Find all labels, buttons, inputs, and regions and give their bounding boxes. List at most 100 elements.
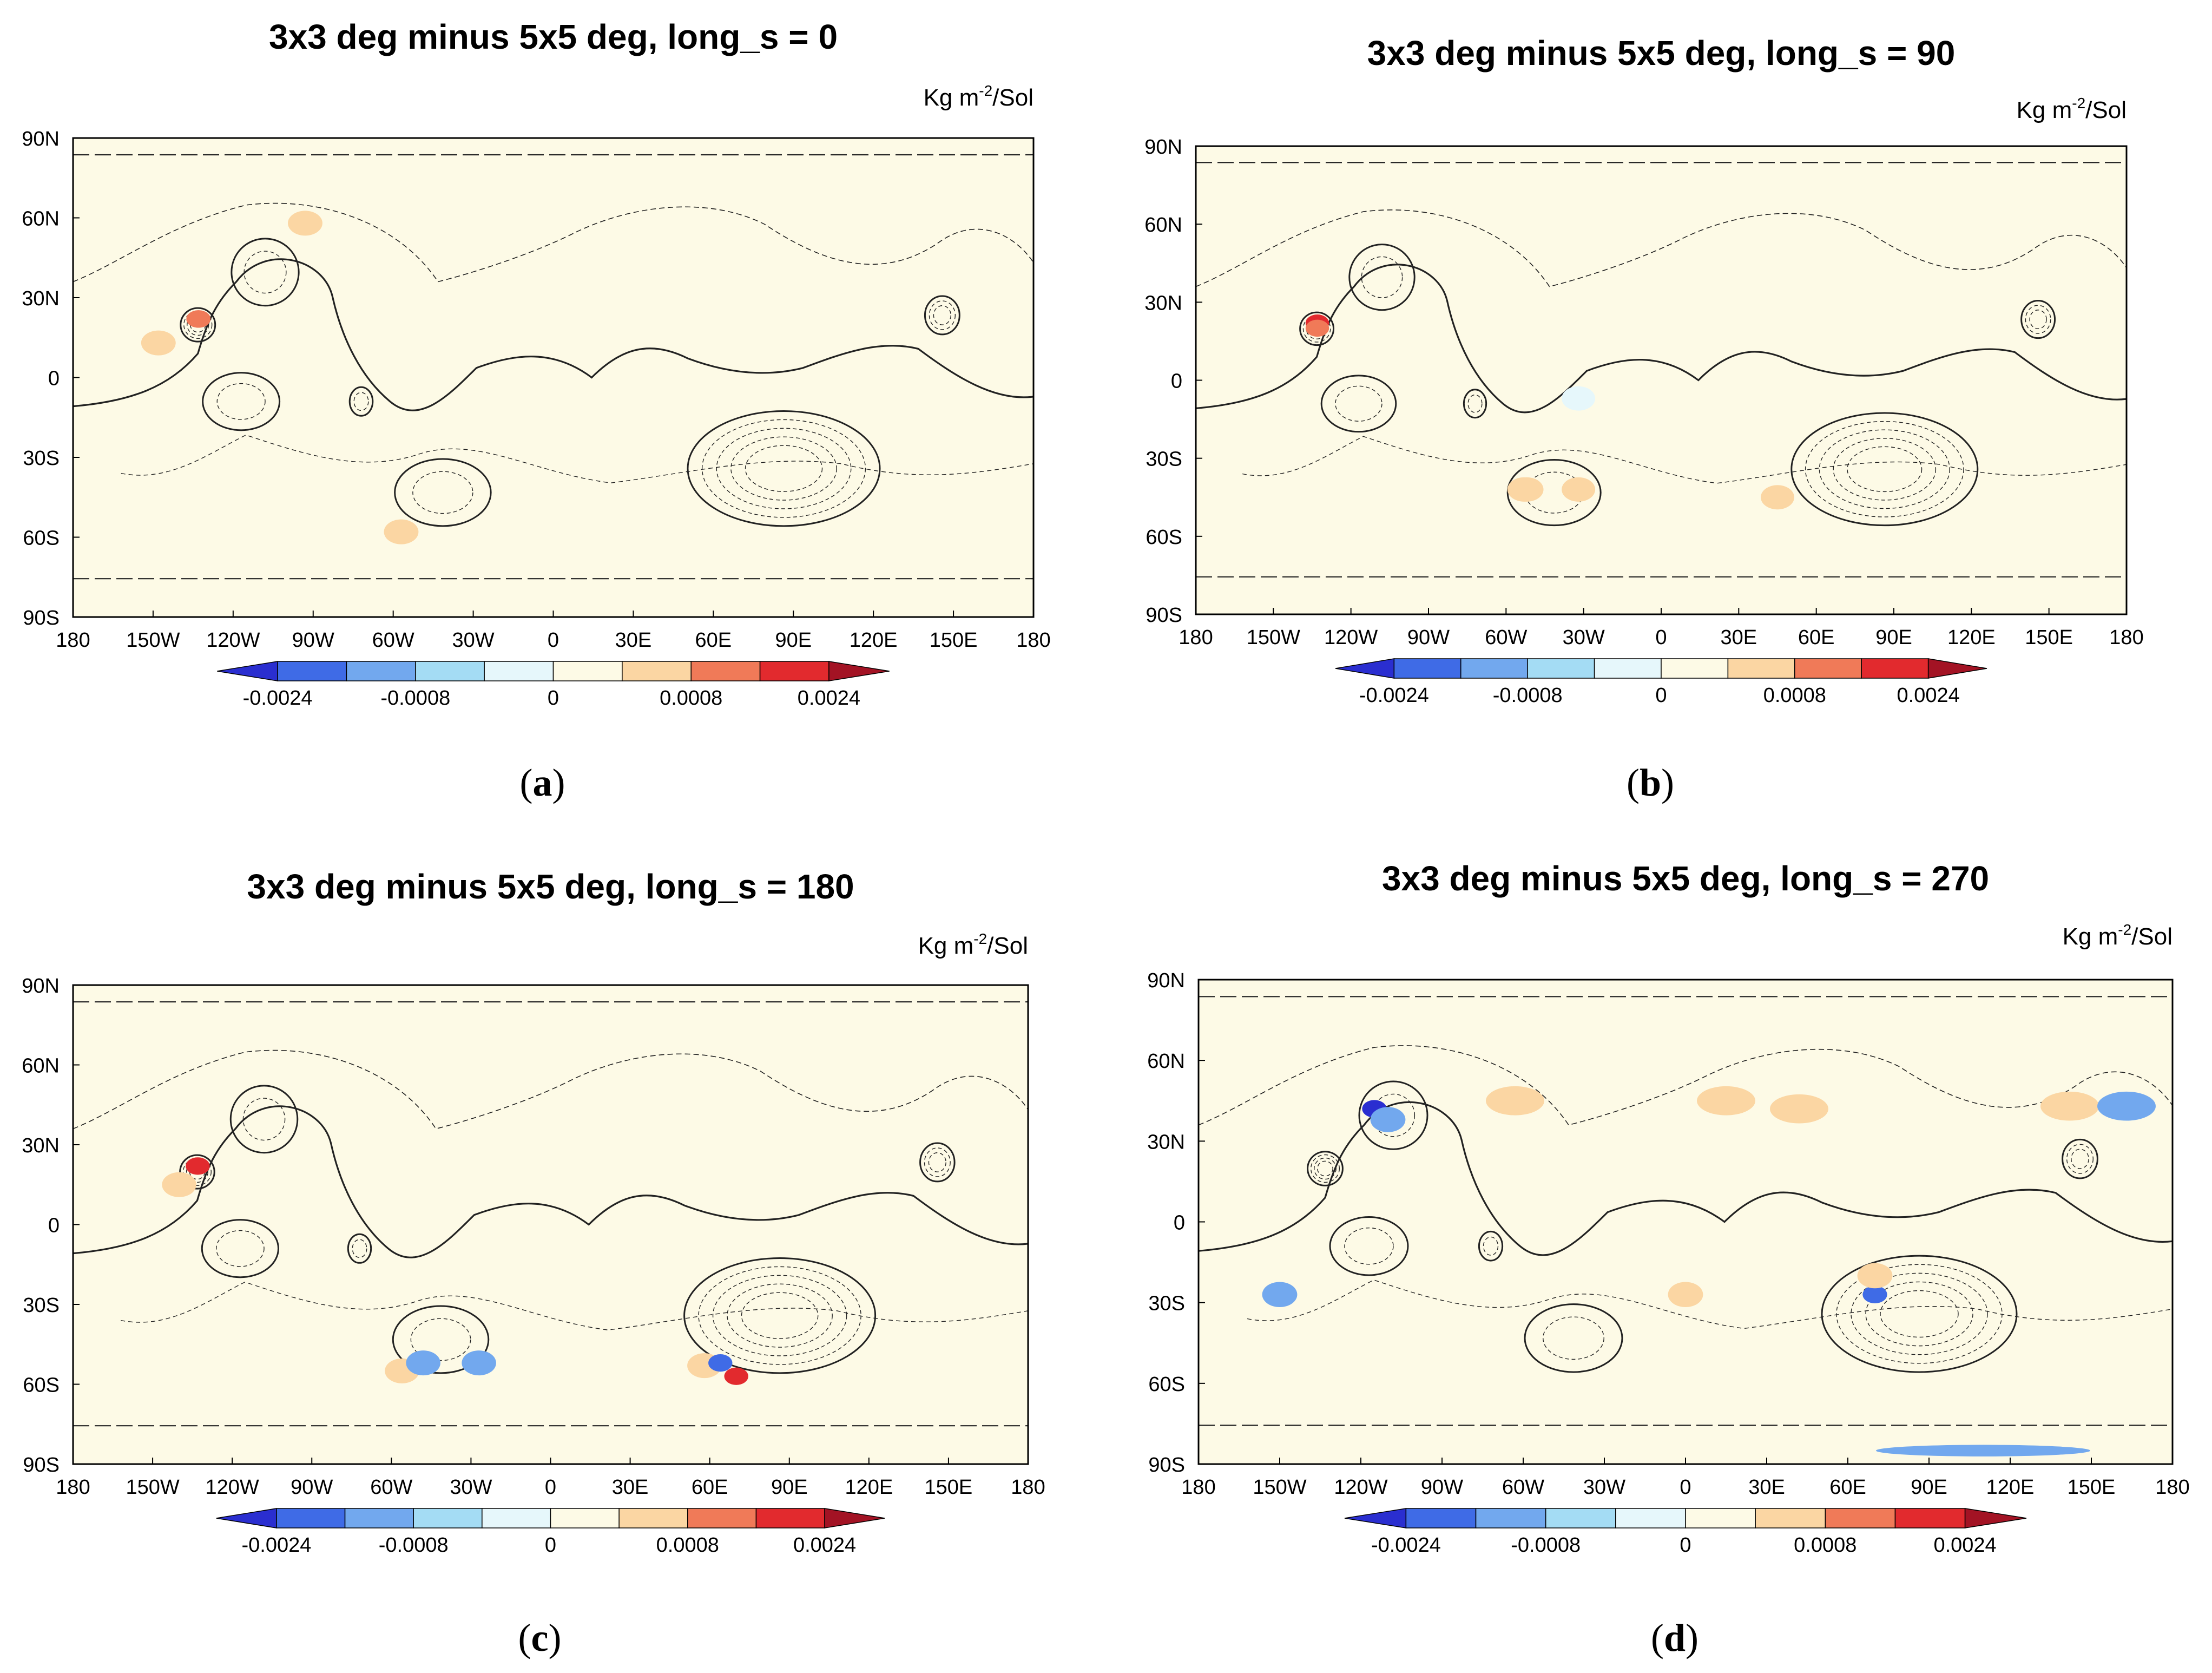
x-tick-label: 60E <box>695 629 732 652</box>
colorbar-bin <box>1335 658 1395 679</box>
colorbar-bin <box>1527 658 1595 679</box>
colorbar-bin <box>690 661 761 681</box>
anomaly-cell <box>462 1350 496 1376</box>
topo-contour <box>924 1147 951 1177</box>
x-tick-label: 150E <box>925 1476 973 1499</box>
x-tick-label: 150E <box>930 629 978 652</box>
x-tick-label: 30E <box>1721 626 1757 649</box>
topo-contour <box>1329 1216 1409 1276</box>
x-tick-label: 60E <box>1798 626 1835 649</box>
colorbar: -0.0024 -0.0008 0 0.0008 0.0024 <box>1335 658 1987 707</box>
topo-contour <box>1199 1102 2172 1255</box>
colorbar-bin <box>484 661 554 681</box>
panel-title: 3x3 deg minus 5x5 deg, long_s = 0 <box>269 17 838 56</box>
topo-contour <box>712 1275 847 1356</box>
colorbar-bin <box>828 661 890 681</box>
topo-contour <box>1314 1157 1337 1180</box>
anomaly-cell <box>186 1157 210 1175</box>
y-tick-label: 90N <box>22 975 60 998</box>
x-tick-label: 150W <box>1247 626 1300 649</box>
y-tick-label: 0 <box>1174 1212 1185 1235</box>
x-tick-label: 180 <box>2109 626 2143 649</box>
unit-label: Kg m-2/Sol <box>2017 95 2127 123</box>
x-tick-label: 90W <box>1421 1476 1463 1499</box>
x-tick-label: 120E <box>1986 1476 2035 1499</box>
colorbar-label: -0.0024 <box>1371 1534 1441 1557</box>
anomaly-cell <box>708 1354 733 1372</box>
x-tick-label: 60W <box>1485 626 1527 649</box>
x-tick-label: 90E <box>1911 1476 1947 1499</box>
colorbar-bin <box>824 1508 885 1528</box>
colorbar-bin <box>1460 658 1528 679</box>
x-tick-label: 120E <box>850 629 898 652</box>
anomaly-cell <box>1507 477 1541 502</box>
topo-contour <box>730 436 837 501</box>
y-tick-label: 30S <box>23 447 60 470</box>
topo-contour <box>347 1233 372 1264</box>
y-tick-label: 30S <box>23 1294 60 1317</box>
colorbar-bin <box>344 1508 414 1528</box>
topo-contour <box>1310 1154 1340 1183</box>
topo-contour <box>231 238 300 307</box>
panel-caption: (b) <box>1627 761 1674 804</box>
x-tick-label: 90E <box>1875 626 1912 649</box>
x-tick-label: 90E <box>771 1476 808 1499</box>
topo-contour <box>1317 1160 1333 1177</box>
x-tick-label: 30W <box>1583 1476 1625 1499</box>
topo-contour <box>1805 421 1964 517</box>
map-area <box>73 985 1028 1464</box>
topo-contour <box>929 300 956 330</box>
topo-contour <box>180 307 216 343</box>
topo-contour <box>73 204 1033 282</box>
colorbar: -0.0024 -0.0008 0 0.0008 0.0024 <box>1344 1508 2027 1557</box>
colorbar-bin <box>277 661 347 681</box>
topo-contour <box>1344 1227 1394 1265</box>
colorbar-bin <box>1594 658 1662 679</box>
x-tick-label: 180 <box>1016 629 1050 652</box>
topo-contour <box>1833 438 1937 501</box>
topo-contour <box>353 392 369 411</box>
topo-contour <box>1299 311 1335 346</box>
topo-contour <box>352 1239 367 1258</box>
colorbar-bin <box>216 1508 277 1528</box>
topo-contour <box>1320 375 1397 433</box>
panel-b: 3x3 deg minus 5x5 deg, long_s = 90 Kg m-2… <box>1144 34 2143 804</box>
y-tick-label: 90S <box>23 1454 60 1477</box>
x-tick-label: 180 <box>1011 1476 1045 1499</box>
topo-contour <box>1199 1046 2172 1125</box>
y-tick-label: 90S <box>23 607 60 629</box>
unit-label: Kg m-2/Sol <box>2063 921 2172 950</box>
colorbar-bin <box>1755 1508 1826 1528</box>
colorbar-bin <box>759 661 830 681</box>
topo-contour <box>1524 1303 1623 1373</box>
x-tick-label: 150W <box>126 1476 179 1499</box>
colorbar-bin <box>1894 1508 1966 1528</box>
colorbar-label: -0.0008 <box>1493 684 1563 707</box>
colorbar-bin <box>1861 658 1929 679</box>
anomaly-cell <box>162 1172 196 1197</box>
x-tick-label: 30W <box>1563 626 1605 649</box>
topo-contour <box>229 1085 299 1154</box>
colorbar-bin <box>1685 1508 1756 1528</box>
colorbar-bin <box>622 661 692 681</box>
colorbar-label: -0.0008 <box>1511 1534 1581 1557</box>
anomaly-cell <box>1770 1094 1828 1124</box>
anomaly-cell <box>1305 319 1329 337</box>
panel-d: 3x3 deg minus 5x5 deg, long_s = 270 Kg m-… <box>1147 859 2189 1659</box>
x-tick-label: 150E <box>2025 626 2073 649</box>
anomaly-cell <box>1876 1445 2090 1457</box>
topo-contour <box>412 471 473 514</box>
topo-contour <box>1307 1151 1344 1186</box>
colorbar-bin <box>1405 1508 1477 1528</box>
x-tick-label: 0 <box>1680 1476 1691 1499</box>
colorbar-bin <box>1727 658 1795 679</box>
topo-contour <box>243 251 287 294</box>
topo-contour <box>1247 1280 2172 1329</box>
x-tick-label: 120E <box>845 1476 893 1499</box>
colorbar-label: -0.0024 <box>241 1534 311 1557</box>
colorbar-bin <box>1964 1508 2027 1528</box>
colorbar-bin <box>1615 1508 1686 1528</box>
x-tick-label: 120W <box>206 1476 259 1499</box>
panel-c: 3x3 deg minus 5x5 deg, long_s = 180 Kg m-… <box>22 867 1045 1659</box>
x-tick-label: 120W <box>1334 1476 1387 1499</box>
